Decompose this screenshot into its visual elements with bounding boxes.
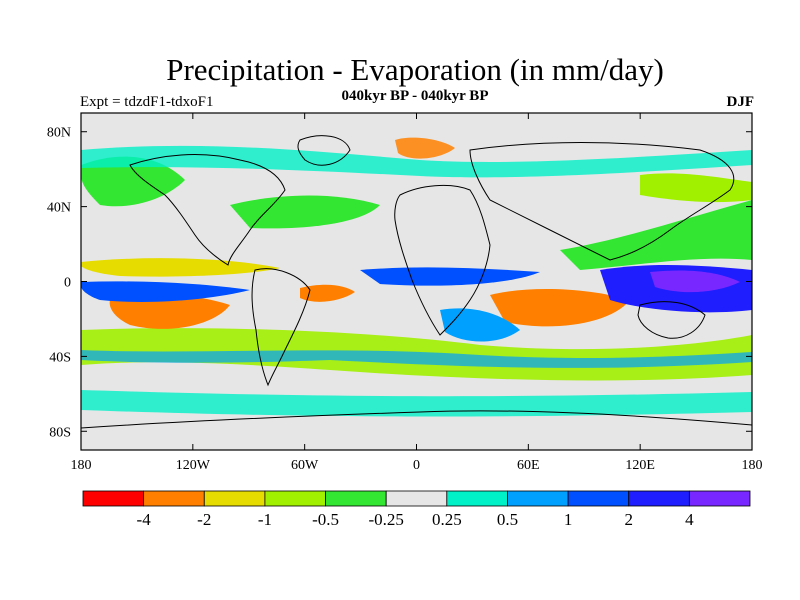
field-green-asia-pacific	[560, 200, 752, 270]
colorbar-box	[325, 490, 387, 507]
colorbar-label: 1	[564, 510, 573, 529]
colorbar: -4 -2 -1 -0.5 -0.25 0.25 0.5 1 2 4	[82, 490, 751, 529]
colorbar-label: -0.25	[368, 510, 403, 529]
coast-north-america	[129, 154, 286, 266]
field-blue-equatorial-pacific	[81, 281, 250, 302]
coastlines	[81, 135, 752, 429]
y-tick-label: 40S	[49, 350, 71, 365]
y-tick-label: 40N	[47, 201, 71, 216]
y-tick-label: 80S	[49, 425, 71, 440]
chart-title: Precipitation - Evaporation (in mm/day)	[166, 52, 664, 87]
field-orange-atlantic	[300, 284, 355, 302]
colorbar-box	[688, 490, 751, 507]
field-purple-west-pacific	[650, 270, 740, 293]
coast-europe-africa	[394, 185, 491, 336]
field-orange-indian	[490, 288, 630, 327]
colorbar-label: -0.5	[312, 510, 339, 529]
chart-subtitle: 040kyr BP - 040kyr BP	[341, 88, 489, 104]
x-tick-label: 180	[71, 458, 92, 473]
coast-australia	[637, 301, 706, 339]
colorbar-box	[628, 490, 690, 507]
y-tick-label: 0	[64, 276, 71, 291]
axis-layer: 180 120W 60W 0 60E 120E 180 80N 40N 0 40S 80S	[47, 113, 763, 473]
colorbar-label: 0.5	[497, 510, 518, 529]
field-green-nh-atlantic	[230, 195, 380, 229]
colorbar-box	[567, 490, 630, 507]
colorbar-box	[385, 490, 448, 507]
field-cyan-sh	[81, 390, 752, 417]
colorbar-box	[446, 490, 508, 507]
coast-greenland	[297, 135, 351, 166]
x-tick-label: 60W	[291, 458, 319, 473]
coast-antarctica	[81, 410, 752, 429]
experiment-label: Expt = tdzdF1-tdxoF1	[80, 94, 214, 110]
field-lightblue-sh-band	[81, 350, 752, 368]
colorbar-label: -1	[258, 510, 272, 529]
colorbar-label: 0.25	[432, 510, 462, 529]
colorbar-label: -2	[197, 510, 211, 529]
field-cyan-nh	[81, 145, 752, 178]
field-green-nh-pacific	[81, 156, 185, 207]
colorbar-box	[264, 490, 326, 507]
pe-field	[81, 137, 752, 417]
field-blue-atlantic	[360, 267, 540, 286]
field-yellow-tropics	[81, 258, 280, 277]
x-tick-label: 60E	[517, 458, 540, 473]
colorbar-box	[143, 490, 205, 507]
x-tick-label: 120E	[625, 458, 655, 473]
colorbar-box	[82, 490, 145, 507]
field-orange-south-pacific	[109, 294, 230, 329]
x-tick-label: 0	[413, 458, 420, 473]
colorbar-box	[203, 490, 266, 507]
colorbar-label: -4	[137, 510, 152, 529]
colorbar-label: 2	[624, 510, 633, 529]
coast-south-america	[251, 268, 311, 387]
field-yellow-arctic	[395, 137, 455, 159]
x-tick-label: 180	[742, 458, 763, 473]
field-blue-south-atlantic	[440, 308, 520, 342]
y-tick-label: 80N	[47, 126, 71, 141]
colorbar-box	[507, 490, 569, 507]
x-tick-label: 120W	[176, 458, 211, 473]
colorbar-label: 4	[685, 510, 694, 529]
coast-asia	[469, 142, 735, 261]
season-label: DJF	[726, 94, 755, 110]
